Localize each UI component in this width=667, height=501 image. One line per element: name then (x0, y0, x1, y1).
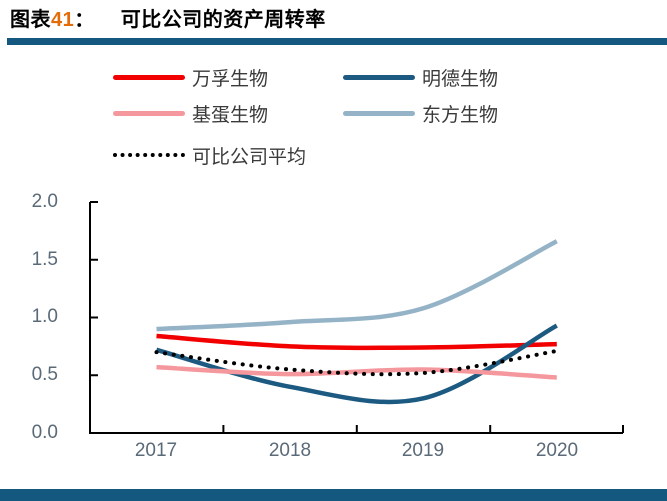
legend-line-swatch (343, 110, 415, 116)
legend-item-mingde: 明德生物 (343, 64, 498, 90)
top-accent-bar (7, 38, 667, 45)
xtick-label: 2018 (268, 440, 312, 461)
xtick-label: 2020 (535, 440, 579, 461)
series-line (156, 364, 557, 380)
figure-title-row: 图表41： 可比公司的资产周转率 (10, 3, 326, 32)
legend-item-jidan: 基蛋生物 (113, 100, 268, 126)
ytick-label: 1.0 (31, 306, 58, 327)
series-line (156, 239, 558, 332)
legend-line-swatch (113, 110, 185, 116)
series-line (156, 333, 557, 351)
legend-item-wanfu: 万孚生物 (113, 64, 268, 90)
legend-label: 万孚生物 (192, 68, 269, 90)
legend-item-average: 可比公司平均 (113, 142, 306, 168)
legend-label: 东方生物 (422, 104, 499, 126)
figure-prefix: 图表 (10, 9, 51, 31)
ytick-label: 0.0 (31, 422, 58, 443)
legend-line-swatch (343, 74, 415, 80)
legend-label: 可比公司平均 (192, 146, 307, 168)
ytick-label: 2.0 (31, 191, 58, 212)
legend-label: 基蛋生物 (192, 104, 269, 126)
figure-number: 41 (51, 9, 75, 31)
figure-colon: ： (74, 9, 95, 31)
bottom-accent-bar (0, 489, 667, 501)
xtick-label: 2017 (134, 440, 178, 461)
figure-title: 可比公司的资产周转率 (120, 9, 326, 31)
xtick-label: 2019 (401, 440, 445, 461)
legend-item-dongfang: 东方生物 (343, 100, 498, 126)
ytick-label: 1.5 (31, 249, 58, 270)
legend-line-swatch (113, 74, 185, 80)
legend-label: 明德生物 (422, 68, 499, 90)
ytick-label: 0.5 (31, 364, 58, 385)
series-line (154, 348, 559, 377)
series-line (155, 323, 558, 405)
legend-dotted-swatch (113, 153, 185, 157)
